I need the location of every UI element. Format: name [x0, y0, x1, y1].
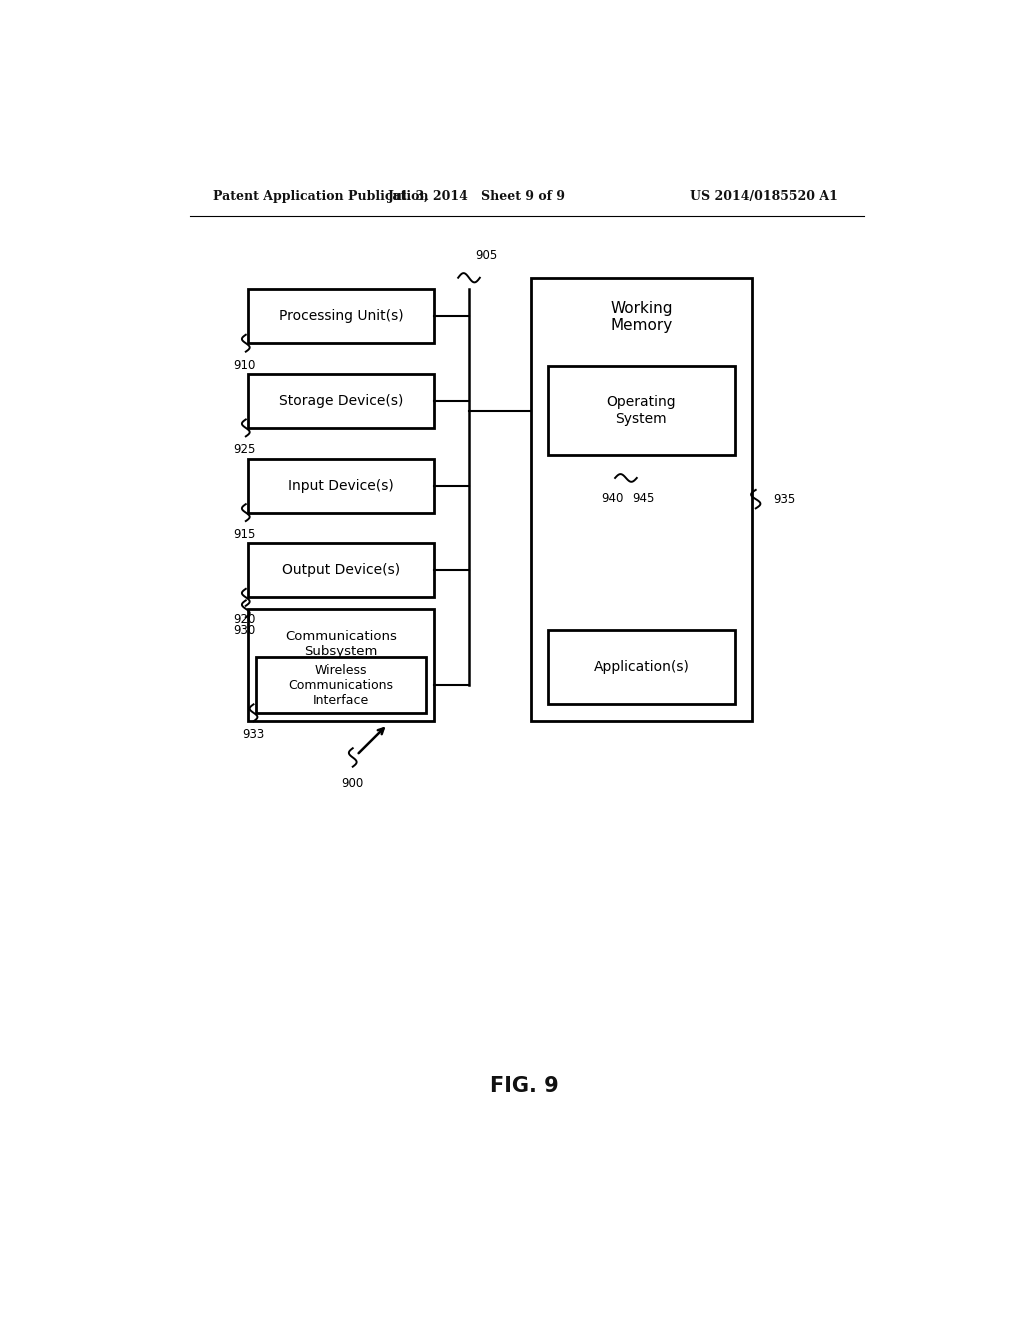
- Text: Processing Unit(s): Processing Unit(s): [279, 309, 403, 323]
- Bar: [548, 367, 735, 455]
- Text: Communications
Subsystem: Communications Subsystem: [286, 631, 397, 659]
- Text: 935: 935: [773, 492, 795, 506]
- Text: 915: 915: [233, 528, 255, 541]
- Text: Operating
System: Operating System: [606, 396, 676, 425]
- Text: Output Device(s): Output Device(s): [282, 564, 400, 577]
- Bar: [256, 657, 426, 713]
- Text: Storage Device(s): Storage Device(s): [279, 393, 403, 408]
- Text: 945: 945: [632, 492, 654, 504]
- Bar: [248, 289, 434, 343]
- Text: Jul. 3, 2014   Sheet 9 of 9: Jul. 3, 2014 Sheet 9 of 9: [388, 190, 565, 203]
- Bar: [548, 631, 735, 704]
- Text: Patent Application Publication: Patent Application Publication: [213, 190, 429, 203]
- Bar: [248, 374, 434, 428]
- Text: FIG. 9: FIG. 9: [490, 1076, 559, 1096]
- Bar: [248, 609, 434, 721]
- Text: 933: 933: [243, 729, 264, 742]
- Text: Wireless
Communications
Interface: Wireless Communications Interface: [289, 664, 393, 706]
- Text: 900: 900: [342, 776, 364, 789]
- Text: 925: 925: [233, 444, 255, 457]
- Text: 910: 910: [233, 359, 255, 372]
- Bar: [248, 459, 434, 512]
- Text: Input Device(s): Input Device(s): [288, 479, 394, 492]
- Text: 920: 920: [233, 612, 255, 626]
- Text: 940: 940: [601, 492, 624, 504]
- Bar: [248, 544, 434, 598]
- Text: 905: 905: [475, 249, 498, 263]
- Text: Application(s): Application(s): [594, 660, 689, 675]
- Text: 930: 930: [233, 624, 255, 638]
- Text: Working
Memory: Working Memory: [610, 301, 673, 333]
- Text: US 2014/0185520 A1: US 2014/0185520 A1: [689, 190, 838, 203]
- Bar: [531, 277, 752, 721]
